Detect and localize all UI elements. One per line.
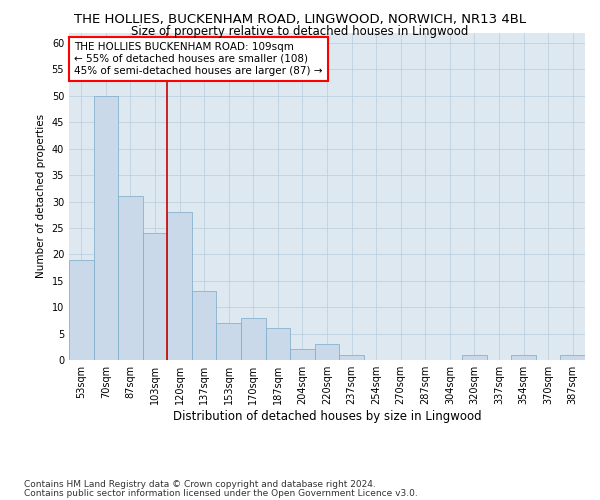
Bar	[339, 354, 364, 360]
Text: THE HOLLIES, BUCKENHAM ROAD, LINGWOOD, NORWICH, NR13 4BL: THE HOLLIES, BUCKENHAM ROAD, LINGWOOD, N…	[74, 12, 526, 26]
Bar	[192, 292, 217, 360]
Bar	[462, 354, 487, 360]
Bar	[217, 323, 241, 360]
Text: Contains public sector information licensed under the Open Government Licence v3: Contains public sector information licen…	[24, 488, 418, 498]
Bar	[69, 260, 94, 360]
Text: Size of property relative to detached houses in Lingwood: Size of property relative to detached ho…	[131, 25, 469, 38]
Text: Contains HM Land Registry data © Crown copyright and database right 2024.: Contains HM Land Registry data © Crown c…	[24, 480, 376, 489]
Bar	[315, 344, 339, 360]
X-axis label: Distribution of detached houses by size in Lingwood: Distribution of detached houses by size …	[173, 410, 481, 423]
Bar	[290, 350, 315, 360]
Bar	[94, 96, 118, 360]
Bar	[241, 318, 266, 360]
Bar	[511, 354, 536, 360]
Bar	[266, 328, 290, 360]
Bar	[560, 354, 585, 360]
Bar	[143, 233, 167, 360]
Y-axis label: Number of detached properties: Number of detached properties	[36, 114, 46, 278]
Bar	[118, 196, 143, 360]
Bar	[167, 212, 192, 360]
Text: THE HOLLIES BUCKENHAM ROAD: 109sqm
← 55% of detached houses are smaller (108)
45: THE HOLLIES BUCKENHAM ROAD: 109sqm ← 55%…	[74, 42, 323, 76]
